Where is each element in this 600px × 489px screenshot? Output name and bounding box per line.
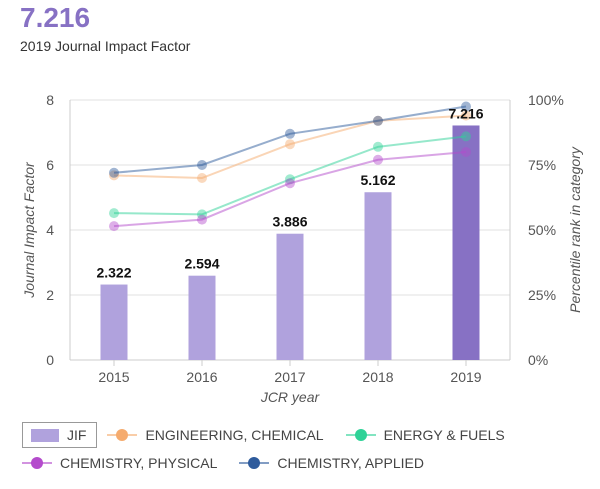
bar-value-label: 5.162 [360, 172, 395, 188]
y2-tick-label: 0% [528, 352, 548, 368]
legend-swatch [107, 429, 138, 441]
legend-label: ENGINEERING, CHEMICAL [145, 427, 324, 443]
series-point [461, 101, 471, 112]
x-axis-title: JCR year [260, 389, 321, 405]
series-point [461, 147, 471, 157]
y-tick-label: 4 [46, 222, 54, 238]
series-point [197, 214, 207, 225]
series-point [461, 131, 471, 142]
y2-axis-title: Percentile rank in category [567, 146, 583, 313]
y2-tick-label: 25% [528, 287, 556, 303]
legend-item[interactable]: CHEMISTRY, PHYSICAL [22, 455, 217, 471]
y2-tick-label: 50% [528, 222, 556, 238]
bar-value-label: 7.216 [448, 105, 483, 121]
y2-tick-label: 75% [528, 157, 556, 173]
x-tick-label: 2016 [186, 369, 217, 385]
series-point [373, 115, 383, 126]
series-point [461, 110, 471, 121]
legend-label: CHEMISTRY, PHYSICAL [60, 455, 218, 471]
bar-value-label: 2.322 [96, 265, 131, 281]
bar-value-label: 2.594 [184, 256, 219, 272]
series-line [113, 135, 467, 216]
series-point [197, 173, 207, 183]
series-point [373, 141, 383, 152]
impact-factor-chart: 0 2 4 6 8 0% 25% 50% 75% 100% 2015 2016 2017 2018 2019… [21, 92, 583, 405]
legend-swatch [239, 457, 270, 469]
bar-value-label: 3.886 [272, 214, 307, 230]
x-tick-label: 2019 [450, 369, 481, 385]
series-line [113, 105, 467, 174]
series-line [113, 151, 467, 228]
y-tick-label: 6 [46, 157, 54, 173]
x-tick-label: 2017 [274, 369, 305, 385]
y-tick-label: 0 [46, 352, 54, 368]
chart-legend: JIF ENGINEERING, CHEMICAL ENERGY & FUELS C… [22, 421, 582, 477]
series-point [109, 208, 119, 219]
series-point [373, 154, 383, 165]
y2-tick-label: 100% [528, 92, 564, 108]
y-tick-label: 2 [46, 287, 54, 303]
series-point [285, 178, 295, 189]
series-point [109, 167, 119, 178]
legend-item[interactable]: ENERGY & FUELS [345, 427, 505, 443]
bar-2019 [452, 125, 480, 360]
legend-swatch [345, 429, 376, 441]
series-point [109, 221, 119, 232]
legend-swatch [31, 428, 59, 442]
legend-swatch [22, 457, 52, 469]
series-line [113, 114, 467, 180]
legend-item[interactable]: ENGINEERING, CHEMICAL [107, 427, 324, 443]
y-tick-label: 8 [46, 92, 54, 108]
impact-factor-label: 2019 Journal Impact Factor [20, 38, 191, 54]
legend-item[interactable]: JIF [22, 422, 98, 448]
impact-factor-value: 7.216 [20, 2, 91, 33]
legend-label: CHEMISTRY, APPLIED [277, 455, 424, 471]
series-point [285, 139, 295, 150]
legend-label: JIF [67, 427, 87, 443]
bar-2018 [364, 192, 392, 360]
series-point [285, 128, 295, 139]
bar-2017 [276, 233, 304, 360]
legend-item[interactable]: CHEMISTRY, APPLIED [239, 455, 424, 471]
x-tick-label: 2015 [98, 369, 129, 385]
bar-2015 [100, 284, 128, 360]
y-axis-title: Journal Impact Factor [21, 161, 37, 299]
legend-label: ENERGY & FUELS [383, 427, 505, 443]
x-tick-label: 2018 [362, 369, 393, 385]
bar-2016 [188, 275, 216, 360]
series-point [197, 160, 207, 170]
series-point [197, 209, 207, 220]
